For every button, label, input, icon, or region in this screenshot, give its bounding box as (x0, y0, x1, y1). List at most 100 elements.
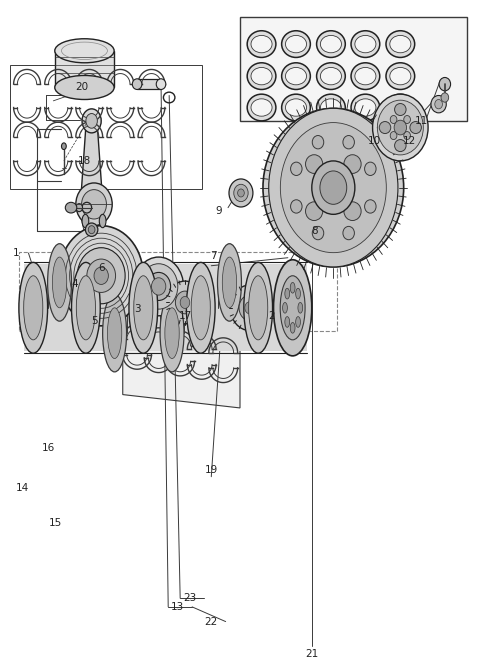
Ellipse shape (59, 225, 144, 326)
Ellipse shape (87, 259, 116, 292)
Ellipse shape (351, 94, 380, 121)
Ellipse shape (355, 35, 376, 53)
Ellipse shape (355, 68, 376, 85)
Text: 6: 6 (98, 263, 105, 273)
Text: 5: 5 (91, 316, 97, 326)
Ellipse shape (351, 31, 380, 58)
Ellipse shape (76, 276, 96, 340)
Ellipse shape (229, 179, 253, 207)
Ellipse shape (306, 202, 323, 221)
Ellipse shape (82, 189, 107, 219)
Ellipse shape (286, 35, 307, 53)
Ellipse shape (86, 114, 97, 128)
Ellipse shape (147, 272, 170, 300)
Ellipse shape (65, 202, 77, 213)
Text: 2: 2 (268, 312, 275, 322)
Ellipse shape (344, 202, 361, 221)
Ellipse shape (390, 132, 397, 140)
Ellipse shape (355, 99, 376, 116)
Ellipse shape (55, 39, 114, 63)
Ellipse shape (321, 35, 341, 53)
Ellipse shape (132, 79, 142, 90)
Ellipse shape (167, 281, 203, 324)
Bar (240, 17, 468, 121)
Ellipse shape (343, 136, 354, 149)
Text: 12: 12 (403, 136, 417, 146)
Text: 8: 8 (311, 226, 317, 236)
Polygon shape (24, 264, 307, 351)
Ellipse shape (290, 282, 295, 293)
Ellipse shape (435, 100, 443, 109)
Text: 3: 3 (134, 304, 141, 314)
Ellipse shape (286, 99, 307, 116)
Ellipse shape (191, 276, 210, 340)
Ellipse shape (48, 244, 72, 321)
Ellipse shape (99, 214, 106, 227)
Ellipse shape (94, 267, 108, 284)
Ellipse shape (280, 122, 386, 253)
Ellipse shape (312, 161, 355, 214)
Text: 14: 14 (16, 483, 29, 493)
Ellipse shape (395, 140, 406, 152)
Bar (10, 66, 202, 189)
Ellipse shape (395, 104, 406, 116)
Ellipse shape (320, 171, 347, 204)
Ellipse shape (19, 262, 48, 353)
Ellipse shape (321, 99, 341, 116)
Ellipse shape (283, 302, 288, 313)
Ellipse shape (251, 35, 272, 53)
Ellipse shape (88, 225, 95, 233)
Ellipse shape (282, 31, 311, 58)
Bar (19, 252, 337, 331)
Ellipse shape (247, 94, 276, 121)
Text: 20: 20 (75, 82, 89, 92)
Ellipse shape (175, 291, 194, 314)
Ellipse shape (234, 184, 248, 201)
Ellipse shape (269, 108, 398, 267)
Ellipse shape (222, 257, 237, 308)
Ellipse shape (129, 262, 157, 353)
Ellipse shape (410, 122, 421, 134)
Ellipse shape (390, 68, 411, 85)
Polygon shape (55, 51, 114, 88)
Ellipse shape (351, 63, 380, 90)
Ellipse shape (441, 93, 449, 102)
Ellipse shape (317, 63, 345, 90)
Ellipse shape (160, 294, 184, 372)
Ellipse shape (386, 31, 415, 58)
Ellipse shape (379, 122, 391, 134)
Text: 13: 13 (171, 602, 184, 612)
Ellipse shape (317, 31, 345, 58)
Ellipse shape (61, 143, 66, 150)
Ellipse shape (377, 100, 423, 155)
Ellipse shape (372, 94, 428, 161)
Ellipse shape (77, 248, 125, 304)
Ellipse shape (85, 223, 98, 236)
Ellipse shape (72, 262, 100, 353)
Ellipse shape (52, 257, 67, 308)
Ellipse shape (76, 183, 112, 225)
Ellipse shape (251, 68, 272, 85)
Ellipse shape (24, 276, 43, 340)
Text: 19: 19 (204, 465, 218, 475)
Ellipse shape (180, 296, 190, 308)
Ellipse shape (439, 78, 451, 91)
Ellipse shape (82, 109, 101, 133)
Ellipse shape (306, 155, 323, 173)
Ellipse shape (263, 108, 404, 267)
Ellipse shape (431, 96, 446, 113)
Ellipse shape (296, 316, 300, 327)
Ellipse shape (238, 189, 244, 197)
Ellipse shape (156, 79, 166, 90)
Ellipse shape (285, 288, 289, 299)
Ellipse shape (186, 262, 215, 353)
Text: 21: 21 (305, 649, 318, 658)
Ellipse shape (280, 276, 305, 340)
Ellipse shape (217, 244, 241, 321)
Text: 22: 22 (204, 617, 218, 627)
Ellipse shape (317, 94, 345, 121)
Ellipse shape (82, 214, 89, 227)
Ellipse shape (230, 285, 269, 330)
Ellipse shape (55, 76, 114, 100)
Ellipse shape (239, 295, 260, 320)
